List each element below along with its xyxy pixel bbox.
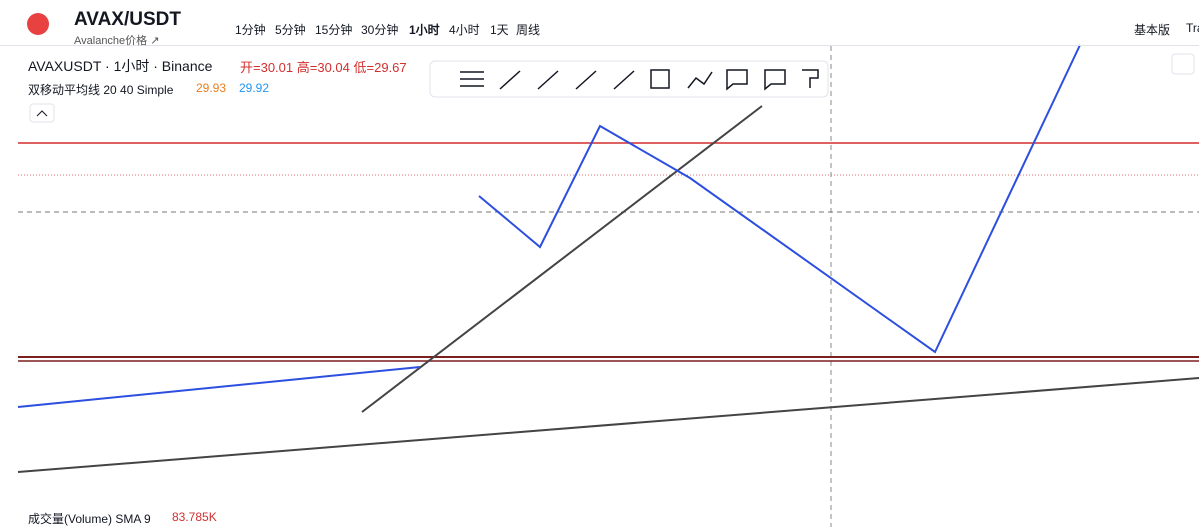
- ma-value: 29.93: [196, 81, 227, 95]
- scroll-button[interactable]: [1171, 53, 1195, 75]
- open: 开=30.01: [240, 60, 294, 75]
- volume-value: 83.785K: [172, 510, 217, 524]
- subtitle[interactable]: Avalanche价格 ↗: [74, 35, 160, 47]
- trend-line: [17, 377, 1199, 473]
- interval-button[interactable]: 4小时: [449, 23, 480, 37]
- trend-line: [17, 366, 421, 408]
- tab[interactable]: 基本版: [1134, 23, 1171, 37]
- coin-logo: [27, 13, 49, 35]
- high: 高=30.04: [296, 60, 350, 75]
- collapse-button[interactable]: [29, 103, 55, 123]
- ohlc: 开=30.01 高=30.04 低=29.67: [240, 57, 407, 76]
- interval-button[interactable]: 周线: [516, 23, 541, 37]
- interval-button[interactable]: 1小时: [409, 23, 440, 37]
- volume-name: 成交量(Volume) SMA 9: [28, 512, 151, 526]
- ma-value: 29.92: [239, 81, 270, 95]
- drawing-toolbar: [429, 60, 829, 98]
- projection-path: [478, 44, 1081, 354]
- trend-line: [361, 105, 763, 413]
- symbol[interactable]: AVAX/USDT: [74, 9, 181, 30]
- legend-title: AVAXUSDT · 1小时 · Binance: [28, 58, 213, 74]
- collapse-icon: [36, 110, 48, 117]
- tab[interactable]: Tra: [1186, 21, 1199, 35]
- interval-button[interactable]: 1分钟: [235, 23, 266, 37]
- interval-button[interactable]: 30分钟: [361, 23, 399, 37]
- top-bar: [0, 0, 1199, 46]
- drawing-tools: [460, 69, 819, 91]
- low: 低=29.67: [353, 60, 407, 75]
- interval-button[interactable]: 5分钟: [275, 23, 306, 37]
- interval-button[interactable]: 1天: [490, 23, 509, 37]
- ma-name: 双移动平均线 20 40 Simple: [28, 83, 174, 97]
- interval-button[interactable]: 15分钟: [315, 23, 353, 37]
